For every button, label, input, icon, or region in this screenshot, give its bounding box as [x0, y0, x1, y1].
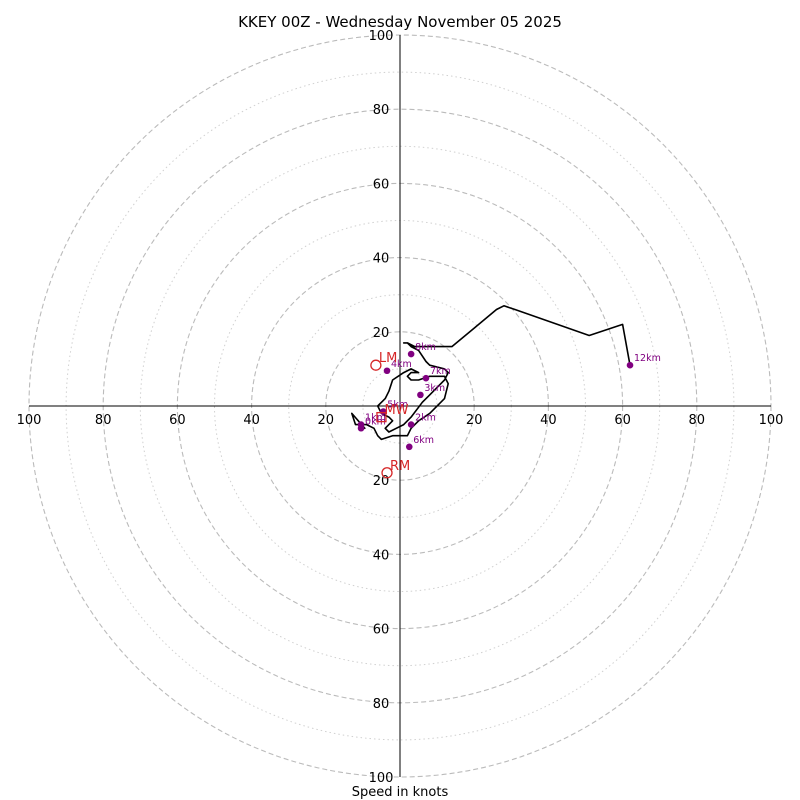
wind-trace-line — [350, 304, 631, 441]
height-marker-6km — [405, 443, 413, 451]
x-tick-label-left-40: 40 — [243, 413, 260, 428]
storm-label-rm: RM — [390, 459, 410, 474]
y-tick-label-up-60: 60 — [373, 177, 390, 192]
height-marker-7km — [422, 374, 430, 382]
height-marker-8km — [407, 350, 415, 358]
y-tick-label-down-60: 60 — [373, 623, 390, 638]
y-tick-label-down-40: 40 — [373, 548, 390, 563]
axes: 100 80 60 40 20 20 40 60 80 100 20 40 60 80 100 20 40 60 8… — [17, 29, 784, 786]
height-label-6km: 6km — [413, 435, 434, 446]
x-axis-label: Speed in knots — [352, 785, 449, 800]
y-tick-label-down-20: 20 — [373, 474, 390, 489]
y-tick-label-down-80: 80 — [373, 697, 390, 712]
height-label-0km: 0km — [365, 416, 386, 427]
y-tick-label-up-100: 100 — [369, 29, 394, 44]
y-tick-label-up-80: 80 — [373, 103, 390, 118]
height-label-1km: 1km — [365, 413, 386, 424]
storm-marker-rm — [381, 467, 393, 479]
x-tick-label-right-60: 60 — [614, 413, 631, 428]
height-label-12km: 12km — [634, 353, 661, 364]
chart-title: KKEY 00Z - Wednesday November 05 2025 — [238, 13, 562, 31]
height-marker-4km — [383, 367, 391, 375]
storm-label-mw: MW — [384, 403, 408, 418]
x-tick-label-left-60: 60 — [169, 413, 186, 428]
storm-motion-markers: LM MW RM — [370, 351, 410, 479]
height-label-7km: 7km — [430, 366, 451, 377]
height-label-3km: 3km — [424, 383, 445, 394]
x-tick-label-left-100: 100 — [17, 413, 42, 428]
height-marker-12km — [626, 361, 634, 369]
height-marker-3km — [417, 391, 424, 399]
y-tick-label-down-100: 100 — [369, 771, 394, 786]
x-tick-label-right-80: 80 — [689, 413, 706, 428]
storm-marker-lm — [370, 359, 382, 371]
x-tick-label-right-40: 40 — [540, 413, 557, 428]
wind-trace — [350, 304, 631, 441]
x-tick-label-right-20: 20 — [466, 413, 483, 428]
storm-marker-mw — [376, 411, 387, 423]
height-label-2km: 2km — [415, 413, 436, 424]
height-label-5km: 5km — [387, 400, 408, 411]
height-marker-1km — [357, 421, 365, 428]
y-tick-label-up-40: 40 — [373, 252, 390, 267]
height-label-8km: 8km — [415, 342, 436, 353]
height-marker-2km — [407, 421, 415, 428]
x-tick-label-left-80: 80 — [95, 413, 112, 428]
height-label-4km: 4km — [391, 359, 412, 370]
x-tick-label-right-100: 100 — [759, 413, 784, 428]
x-tick-label-left-20: 20 — [318, 413, 335, 428]
y-tick-label-up-20: 20 — [373, 326, 390, 341]
storm-label-lm: LM — [379, 351, 397, 366]
